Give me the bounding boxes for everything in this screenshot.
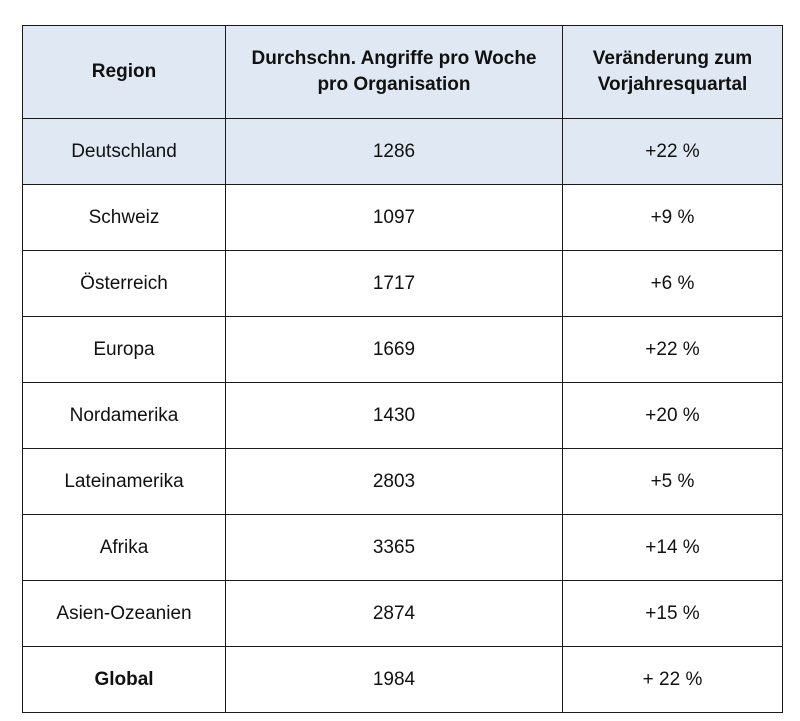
region-cell: Asien-Ozeanien <box>22 580 226 647</box>
region-cell: Afrika <box>22 514 226 581</box>
header-change-line1: Veränderung zum <box>592 48 753 70</box>
attacks-cell: 1669 <box>225 316 563 383</box>
change-cell: +6 % <box>562 250 783 317</box>
header-region-label: Region <box>91 61 157 83</box>
table-header-row: Region Durchschn. Angriffe pro Woche pro… <box>22 25 783 119</box>
attacks-cell: 1286 <box>225 118 563 185</box>
attacks-cell: 1430 <box>225 382 563 449</box>
header-change-line2: Vorjahresquartal <box>597 74 748 95</box>
change-cell: + 22 % <box>562 646 783 713</box>
attacks-cell: 1717 <box>225 250 563 317</box>
header-attacks-line1: Durchschn. Angriffe pro Woche <box>251 48 537 70</box>
table-row: Lateinamerika 2803 +5 % <box>22 448 783 515</box>
header-change: Veränderung zum Vorjahresquartal <box>562 25 783 119</box>
header-region: Region <box>22 25 226 119</box>
region-cell: Global <box>22 646 226 713</box>
table-row-global: Global 1984 + 22 % <box>22 646 783 713</box>
header-attacks: Durchschn. Angriffe pro Woche pro Organi… <box>225 25 563 119</box>
attacks-cell: 1097 <box>225 184 563 251</box>
change-cell: +15 % <box>562 580 783 647</box>
attacks-cell: 3365 <box>225 514 563 581</box>
header-attacks-line2: pro Organisation <box>317 74 471 95</box>
region-cell: Deutschland <box>22 118 226 185</box>
change-cell: +14 % <box>562 514 783 581</box>
table-row: Nordamerika 1430 +20 % <box>22 382 783 449</box>
table-row: Afrika 3365 +14 % <box>22 514 783 581</box>
region-cell: Europa <box>22 316 226 383</box>
table-row: Europa 1669 +22 % <box>22 316 783 383</box>
change-cell: +22 % <box>562 118 783 185</box>
change-cell: +22 % <box>562 316 783 383</box>
change-cell: +5 % <box>562 448 783 515</box>
region-cell: Nordamerika <box>22 382 226 449</box>
region-cell: Österreich <box>22 250 226 317</box>
attacks-cell: 1984 <box>225 646 563 713</box>
attacks-cell: 2803 <box>225 448 563 515</box>
table-row: Asien-Ozeanien 2874 +15 % <box>22 580 783 647</box>
region-cell: Schweiz <box>22 184 226 251</box>
attacks-by-region-table: Region Durchschn. Angriffe pro Woche pro… <box>22 25 783 713</box>
table-row: Deutschland 1286 +22 % <box>22 118 783 185</box>
table-row: Schweiz 1097 +9 % <box>22 184 783 251</box>
change-cell: +20 % <box>562 382 783 449</box>
table-row: Österreich 1717 +6 % <box>22 250 783 317</box>
change-cell: +9 % <box>562 184 783 251</box>
attacks-cell: 2874 <box>225 580 563 647</box>
region-cell: Lateinamerika <box>22 448 226 515</box>
